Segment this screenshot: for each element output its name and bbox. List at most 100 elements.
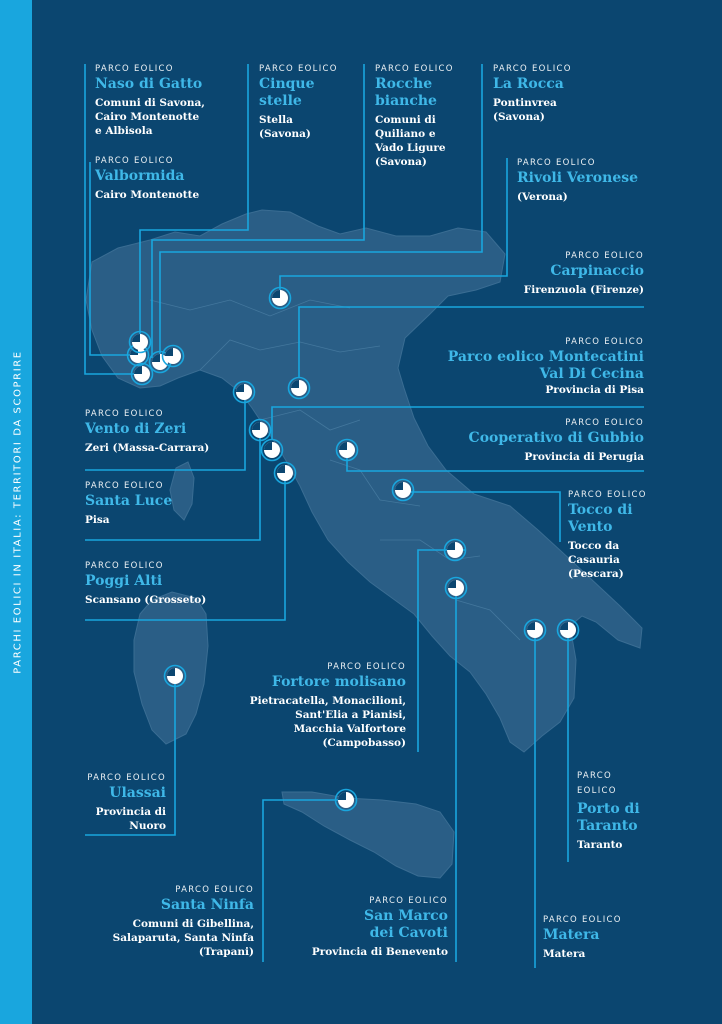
park-kicker: PARCO EOLICO xyxy=(95,64,174,74)
leader-la-rocca xyxy=(159,64,483,364)
leader-gubbio xyxy=(346,452,644,472)
park-location: Firenzuola (Firenze) xyxy=(523,284,644,296)
leader-poggi-alti xyxy=(85,475,286,621)
park-location: Pontinvrea (Savona) xyxy=(493,97,557,123)
half-pie-marker-icon xyxy=(556,618,580,642)
park-location: Provincia di Perugia xyxy=(524,451,644,463)
park-kicker: PARCO EOLICO xyxy=(493,64,572,74)
sardinia xyxy=(133,591,209,745)
italy-landmass xyxy=(85,209,643,879)
park-poggi-alti: PARCO EOLICO Poggi Alti Scansano (Grosse… xyxy=(85,561,265,607)
half-pie-marker-icon xyxy=(163,664,187,688)
park-rocche-bianche: PARCO EOLICO Rocche bianche Comuni di Qu… xyxy=(375,64,475,169)
park-kicker: PARCO EOLICO xyxy=(565,251,644,261)
park-name: Vento di Zeri xyxy=(85,421,187,437)
half-pie-marker-icon xyxy=(443,538,467,562)
park-name: Matera xyxy=(543,927,600,943)
park-tocco-di-vento: PARCO EOLICO Tocco di Vento Tocco da Cas… xyxy=(568,490,658,581)
park-matera: PARCO EOLICO Matera Matera xyxy=(543,915,663,961)
leader-santa-luce xyxy=(85,432,261,541)
park-name: Valbormida xyxy=(95,168,185,184)
park-kicker: PARCO EOLICO xyxy=(175,885,254,895)
park-location: Comuni di Gibellina, Salaparuta, Santa N… xyxy=(112,918,254,958)
park-kicker: PARCO EOLICO xyxy=(369,896,448,906)
park-fortore-molisano: PARCO EOLICO Fortore molisano Pietracate… xyxy=(206,662,406,750)
park-valbormida: PARCO EOLICO Valbormida Cairo Montenotte xyxy=(95,156,245,202)
park-kicker: PARCO EOLICO xyxy=(568,490,647,500)
park-name: Ulassai xyxy=(109,785,166,801)
park-name: Porto di Taranto xyxy=(577,801,640,834)
park-location: Scansano (Grosseto) xyxy=(85,594,207,606)
leader-santa-ninfa xyxy=(262,799,346,962)
park-location: Cairo Montenotte xyxy=(95,189,200,201)
park-name: Cinque stelle xyxy=(259,76,315,109)
leader-valbormida xyxy=(89,162,138,356)
park-kicker: PARCO EOLICO xyxy=(375,64,454,74)
park-location: Comuni di Savona, Cairo Montenotte e Alb… xyxy=(95,97,205,137)
park-santa-luce: PARCO EOLICO Santa Luce Pisa xyxy=(85,481,245,527)
half-pie-marker-icon xyxy=(287,376,311,400)
park-montecatini: PARCO EOLICO Parco eolico Montecatini Va… xyxy=(344,337,644,397)
park-location: Taranto xyxy=(577,839,623,851)
half-pie-marker-icon xyxy=(128,330,152,354)
park-kicker: PARCO EOLICO xyxy=(543,915,622,925)
leader-montecatini xyxy=(271,406,644,440)
park-porto-di-taranto: PARCO EOLICO Porto di Taranto Taranto xyxy=(577,769,667,852)
half-pie-marker-icon xyxy=(523,618,547,642)
park-ulassai: PARCO EOLICO Ulassai Provincia di Nuoro xyxy=(66,773,166,833)
half-pie-marker-icon xyxy=(248,418,272,442)
park-name: La Rocca xyxy=(493,76,564,92)
sicily xyxy=(281,791,455,879)
park-santa-ninfa: PARCO EOLICO Santa Ninfa Comuni di Gibel… xyxy=(54,885,254,959)
leader-tocco-di-vento xyxy=(404,491,561,542)
park-name: Rivoli Veronese xyxy=(517,170,639,186)
half-pie-marker-icon xyxy=(335,438,359,462)
park-kicker: PARCO EOLICO xyxy=(85,409,164,419)
park-kicker: PARCO EOLICO xyxy=(565,337,644,347)
park-kicker: PARCO EOLICO xyxy=(259,64,338,74)
park-location: (Verona) xyxy=(517,191,568,203)
park-kicker: PARCO EOLICO xyxy=(327,662,406,672)
park-name: Santa Luce xyxy=(85,493,173,509)
corsica xyxy=(169,461,195,521)
park-kicker: PARCO EOLICO xyxy=(85,481,164,491)
side-strip: PARCHI EOLICI IN ITALIA: TERRITORI DA SC… xyxy=(0,0,32,1024)
half-pie-marker-icon xyxy=(391,478,415,502)
park-name: Cooperativo di Gubbio xyxy=(468,430,644,446)
half-pie-marker-icon xyxy=(260,438,284,462)
leader-lines xyxy=(84,64,644,968)
half-pie-marker-icon xyxy=(273,461,297,485)
park-carpinaccio: PARCO EOLICO Carpinaccio Firenzuola (Fir… xyxy=(444,251,644,297)
park-kicker: PARCO EOLICO xyxy=(85,561,164,571)
half-pie-marker-icon xyxy=(444,576,468,600)
park-gubbio: PARCO EOLICO Cooperativo di Gubbio Provi… xyxy=(424,418,644,464)
leader-carpinaccio xyxy=(298,306,644,378)
leader-cinque-stelle xyxy=(139,64,249,340)
half-pie-marker-icon xyxy=(161,344,185,368)
park-rivoli-veronese: PARCO EOLICO Rivoli Veronese (Verona) xyxy=(517,158,657,204)
park-location: Tocco da Casauria (Pescara) xyxy=(568,540,624,580)
park-location: Stella (Savona) xyxy=(259,114,311,140)
park-location: Zeri (Massa-Carrara) xyxy=(85,442,210,454)
park-kicker: PARCO EOLICO xyxy=(577,771,617,796)
park-kicker: PARCO EOLICO xyxy=(517,158,596,168)
park-kicker: PARCO EOLICO xyxy=(87,773,166,783)
park-la-rocca: PARCO EOLICO La Rocca Pontinvrea (Savona… xyxy=(493,64,593,124)
park-location: Provincia di Nuoro xyxy=(95,806,166,832)
park-name: San Marco dei Cavoti xyxy=(363,908,448,941)
half-pie-marker-icon xyxy=(148,350,172,374)
leader-ulassai xyxy=(85,676,176,836)
park-name: Fortore molisano xyxy=(271,674,406,690)
half-pie-marker-icon xyxy=(334,788,358,812)
park-name: Rocche bianche xyxy=(375,76,437,109)
park-cinque-stelle: PARCO EOLICO Cinque stelle Stella (Savon… xyxy=(259,64,359,141)
park-markers xyxy=(126,286,580,812)
park-naso-di-gatto: PARCO EOLICO Naso di Gatto Comuni di Sav… xyxy=(95,64,245,138)
park-location: Provincia di Pisa xyxy=(545,384,644,396)
park-name: Parco eolico Montecatini Val Di Cecina xyxy=(447,349,644,382)
leader-rocche-bianche xyxy=(151,64,365,358)
half-pie-marker-icon xyxy=(232,380,256,404)
park-kicker: PARCO EOLICO xyxy=(95,156,174,166)
leader-vento-di-zeri xyxy=(85,392,246,471)
